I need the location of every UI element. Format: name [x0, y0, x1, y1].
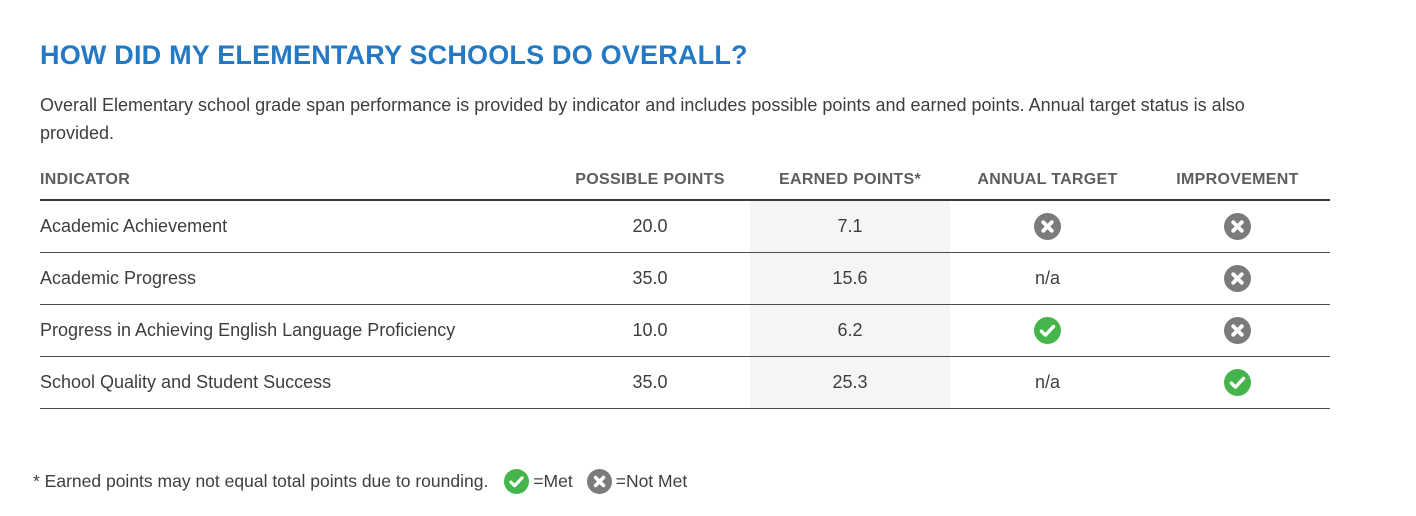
legend-met: =Met: [504, 468, 573, 494]
possible-points-cell: 35.0: [550, 356, 750, 409]
table-row: Academic Progress 35.0 15.6 n/a: [40, 252, 1330, 305]
column-header-improvement: IMPROVEMENT: [1145, 171, 1330, 201]
x-circle-icon: [1224, 212, 1251, 240]
page-title: HOW DID MY ELEMENTARY SCHOOLS DO OVERALL…: [40, 40, 748, 70]
x-circle-icon: [1034, 212, 1061, 240]
improvement-cell: [1145, 304, 1330, 357]
possible-points-cell: 20.0: [550, 200, 750, 253]
annual-target-cell: n/a: [950, 252, 1145, 305]
earned-points-cell: 25.3: [750, 356, 950, 409]
page-description: Overall Elementary school grade span per…: [40, 95, 1245, 143]
improvement-cell: [1145, 356, 1330, 409]
earned-points-cell: 6.2: [750, 304, 950, 357]
indicator-cell: Academic Achievement: [40, 200, 550, 253]
overall-performance-table: INDICATOR POSSIBLE POINTS EARNED POINTS*…: [40, 171, 1330, 409]
x-circle-icon: [1224, 316, 1251, 344]
x-circle-icon: [1224, 264, 1251, 292]
table-row: School Quality and Student Success 35.0 25…: [40, 356, 1330, 409]
annual-target-cell: n/a: [950, 356, 1145, 409]
annual-target-cell: [950, 200, 1145, 253]
check-circle-icon: [1034, 316, 1061, 344]
indicator-cell: Progress in Achieving English Language P…: [40, 304, 550, 357]
legend-met-label: =Met: [533, 470, 573, 491]
check-circle-icon: [1224, 368, 1251, 396]
footnote: * Earned points may not equal total poin…: [33, 468, 1376, 494]
indicator-cell: School Quality and Student Success: [40, 356, 550, 409]
x-circle-icon: [586, 468, 612, 494]
column-header-annual-target: ANNUAL TARGET: [950, 171, 1145, 201]
earned-points-cell: 7.1: [750, 200, 950, 253]
check-circle-icon: [504, 468, 530, 494]
column-header-indicator: INDICATOR: [40, 171, 550, 201]
improvement-cell: [1145, 200, 1330, 253]
table-body: Academic Achievement 20.0 7.1 Academic Prog…: [40, 200, 1330, 409]
table-header-row: INDICATOR POSSIBLE POINTS EARNED POINTS*…: [40, 171, 1330, 201]
table-row: Academic Achievement 20.0 7.1: [40, 200, 1330, 253]
improvement-cell: [1145, 252, 1330, 305]
possible-points-cell: 10.0: [550, 304, 750, 357]
legend-not-met-label: =Not Met: [615, 470, 688, 491]
indicator-cell: Academic Progress: [40, 252, 550, 305]
legend-not-met: =Not Met: [586, 468, 688, 494]
table-row: Progress in Achieving English Language P…: [40, 304, 1330, 357]
annual-target-cell: [950, 304, 1145, 357]
footnote-text: * Earned points may not equal total poin…: [33, 470, 489, 491]
earned-points-cell: 15.6: [750, 252, 950, 305]
possible-points-cell: 35.0: [550, 252, 750, 305]
column-header-earned-points: EARNED POINTS*: [750, 171, 950, 201]
column-header-possible-points: POSSIBLE POINTS: [550, 171, 750, 201]
